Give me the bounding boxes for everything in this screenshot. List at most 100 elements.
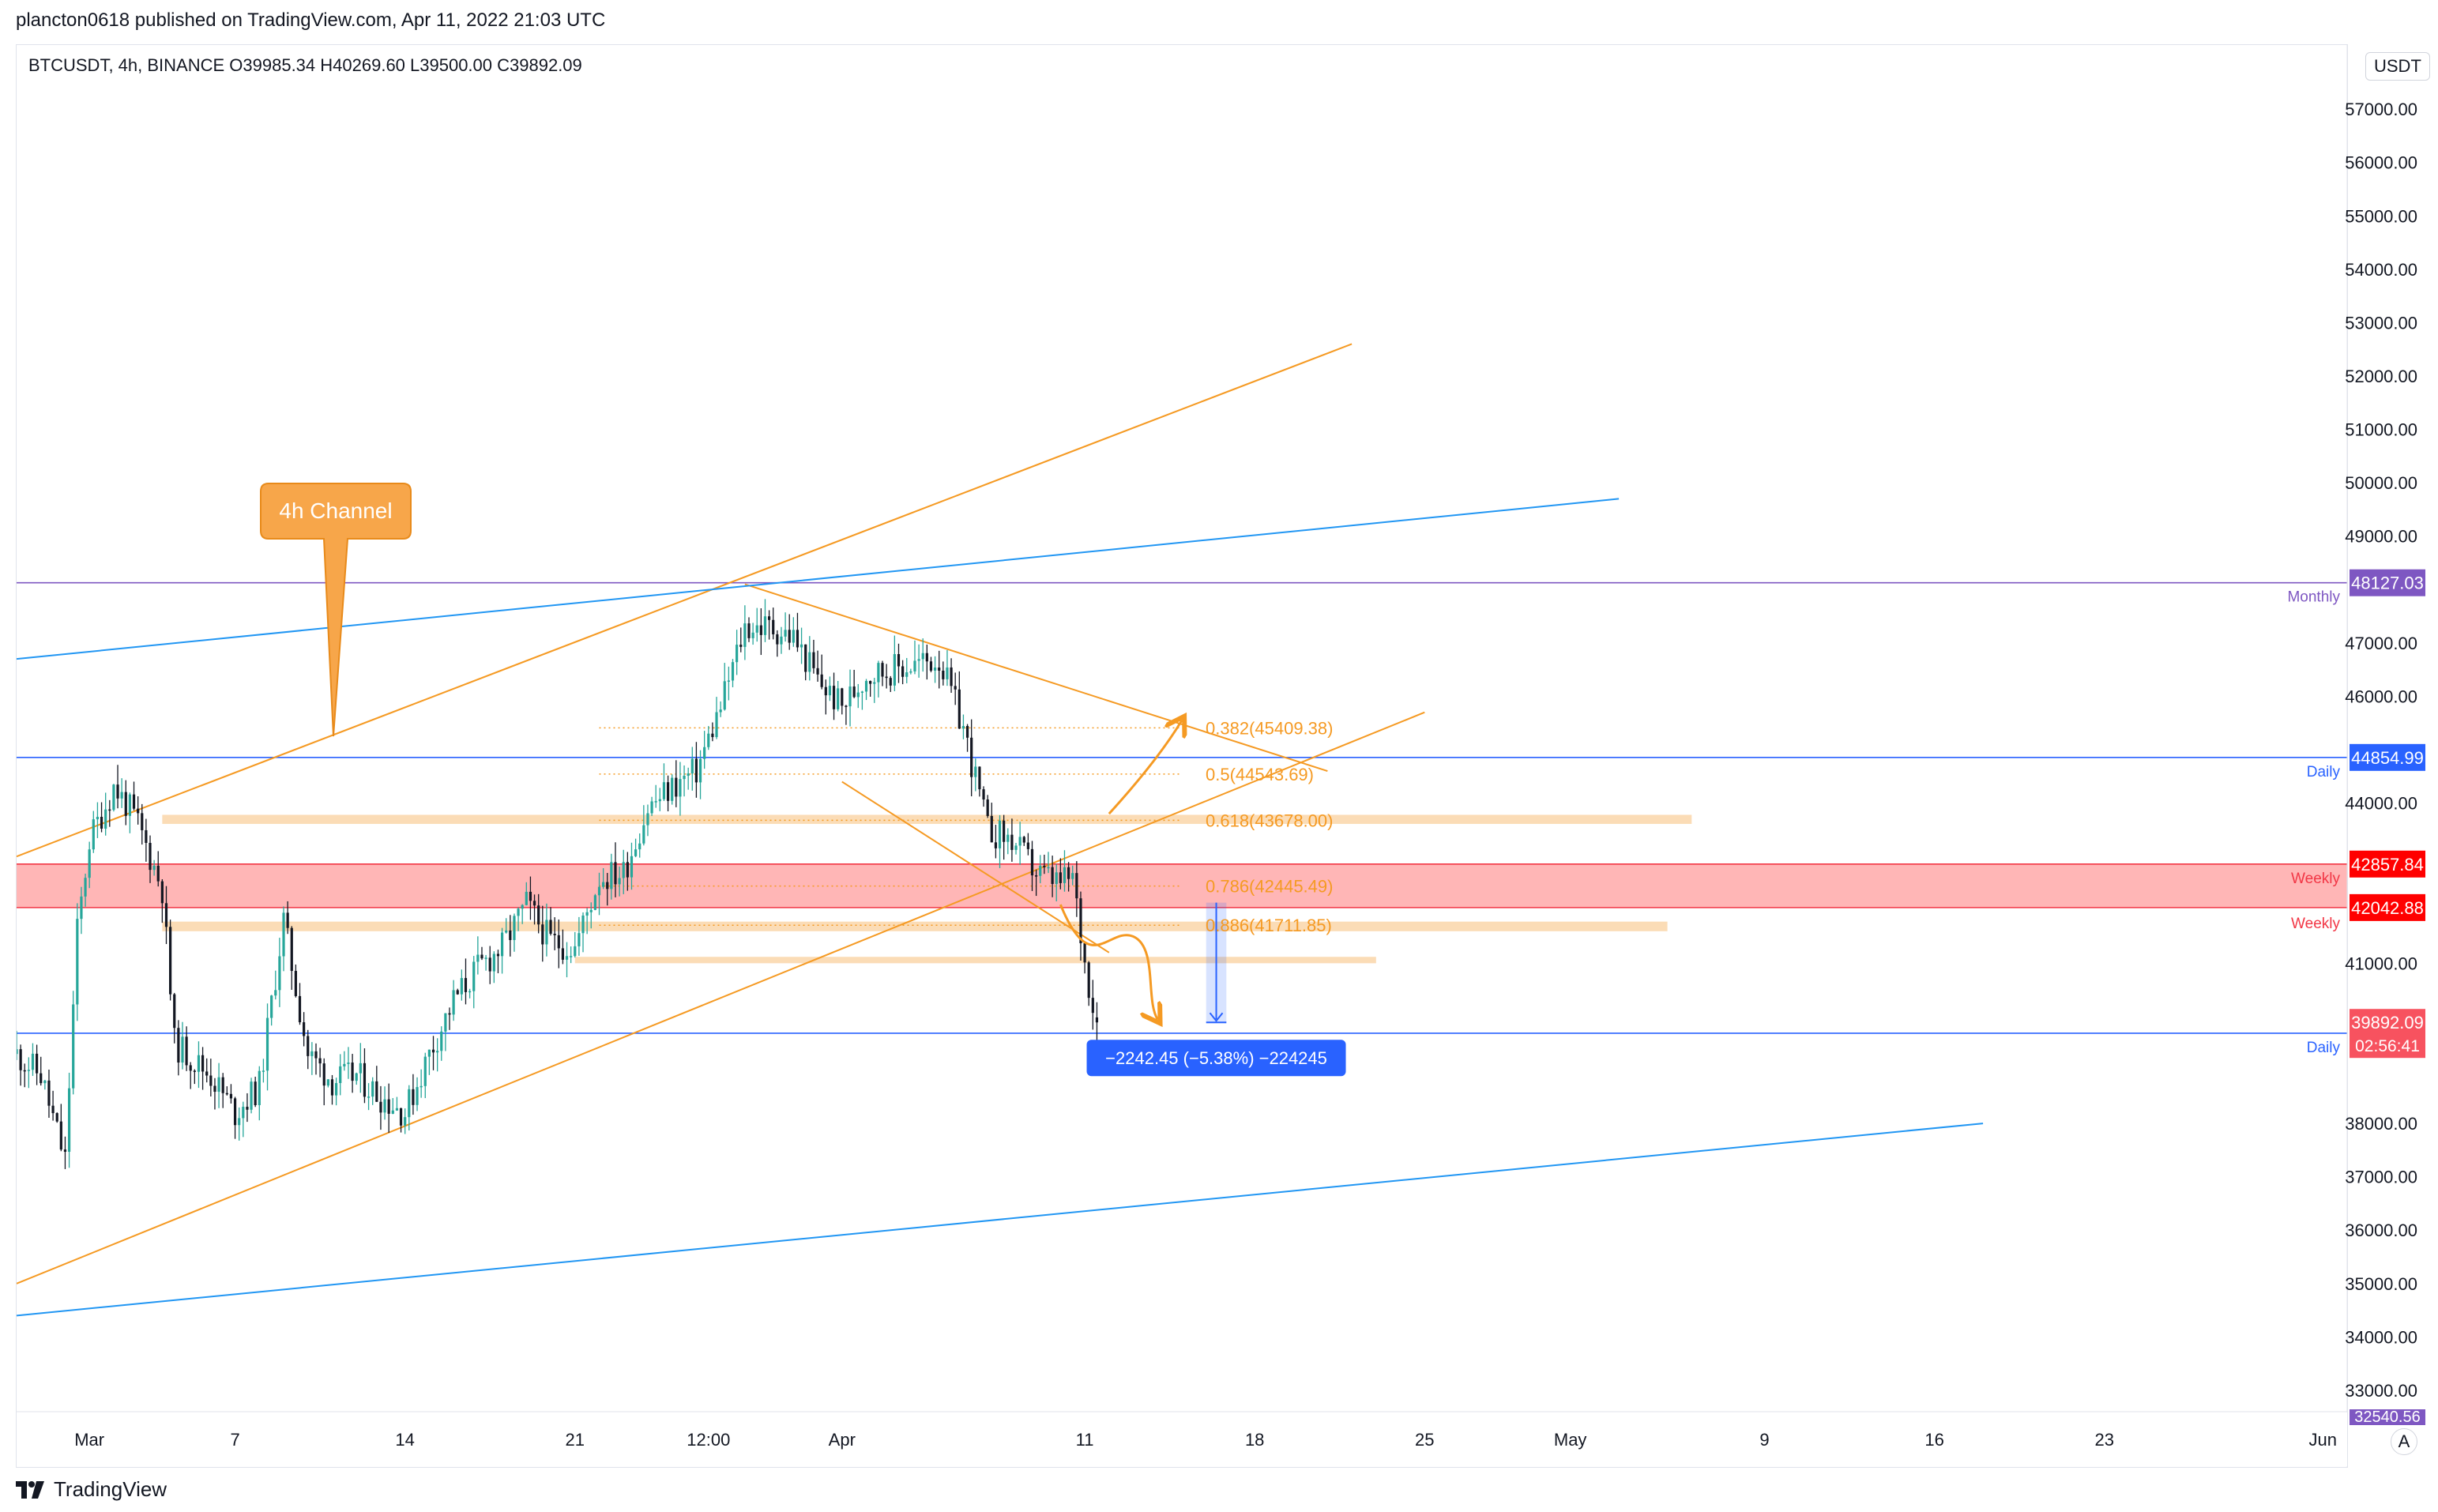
- tradingview-logo-icon: [16, 1480, 44, 1499]
- candle-body-142: [589, 909, 593, 912]
- level-price-bg-2: [2350, 850, 2425, 878]
- candle-body-139: [578, 933, 581, 946]
- x-tick-13: Jun: [2309, 1430, 2337, 1450]
- candle-body-78: [330, 1079, 334, 1096]
- bearish-projection-arrow: [1059, 904, 1157, 1019]
- candle-body-234: [961, 726, 965, 729]
- candle-body-198: [816, 668, 819, 675]
- candle-body-121: [505, 930, 508, 933]
- candle-body-92: [387, 1099, 390, 1114]
- candle-body-157: [650, 801, 653, 814]
- candle-body-11: [59, 1121, 62, 1150]
- candle-body-87: [367, 1096, 371, 1098]
- zone-1: [162, 814, 1692, 824]
- tradingview-logo[interactable]: TradingView: [16, 1477, 167, 1502]
- candle-body-148: [614, 862, 617, 885]
- candle-body-117: [488, 957, 491, 972]
- candle-body-66: [282, 912, 285, 957]
- candle-body-199: [820, 674, 823, 687]
- candle-body-238: [978, 766, 981, 790]
- candle-body-151: [626, 862, 629, 878]
- y-tick-5: 52000.00: [2345, 367, 2417, 386]
- zone-3: [574, 957, 1376, 964]
- candle-body-115: [480, 954, 483, 959]
- candle-body-110: [460, 978, 463, 995]
- level-price-bg-0: [2350, 569, 2425, 596]
- candle-body-174: [719, 709, 722, 713]
- candle-body-104: [436, 1051, 439, 1053]
- candle-body-107: [448, 1013, 451, 1015]
- candle-body-188: [776, 634, 779, 645]
- candle-body-249: [1022, 837, 1025, 843]
- published-line: plancton0618 published on TradingView.co…: [16, 9, 606, 31]
- candle-body-179: [739, 645, 743, 647]
- candle-body-213: [877, 663, 880, 683]
- candle-body-223: [917, 659, 920, 661]
- candle-body-68: [290, 927, 293, 972]
- currency-badge[interactable]: USDT: [2365, 52, 2430, 81]
- candle-body-64: [274, 990, 277, 996]
- candle-body-171: [707, 733, 710, 747]
- candle-body-167: [690, 758, 694, 774]
- candle-body-101: [423, 1056, 427, 1086]
- candle-body-245: [1006, 834, 1010, 842]
- candle-body-237: [974, 766, 977, 777]
- candle-body-57: [246, 1107, 249, 1110]
- channel-callout-bubble: [260, 483, 412, 737]
- candle-body-210: [864, 681, 868, 692]
- candle-body-45: [197, 1055, 201, 1072]
- candle-body-144: [597, 886, 601, 896]
- candle-body-261: [1071, 873, 1074, 879]
- x-tick-2: 14: [395, 1430, 414, 1450]
- candle-body-183: [755, 625, 758, 633]
- candle-body-28: [128, 794, 132, 816]
- x-tick-12: 23: [2094, 1430, 2113, 1450]
- candle-body-229: [942, 671, 945, 679]
- y-tick-3: 54000.00: [2345, 260, 2417, 280]
- candle-body-262: [1075, 873, 1078, 899]
- x-tick-7: 18: [1245, 1430, 1264, 1450]
- channel-lower-line: [17, 711, 1425, 1284]
- candle-body-143: [593, 895, 596, 910]
- y-tick-4: 53000.00: [2345, 313, 2417, 333]
- candle-body-218: [897, 654, 901, 667]
- level-note-3: Weekly: [2291, 916, 2340, 932]
- candle-body-47: [205, 1071, 209, 1076]
- candle-body-122: [509, 930, 512, 940]
- candle-body-69: [294, 971, 297, 996]
- wedge-lower-line: [841, 780, 1110, 953]
- candle-body-170: [703, 747, 706, 759]
- y-tick-10: 46000.00: [2345, 686, 2417, 706]
- candle-body-169: [698, 758, 702, 783]
- candle-body-76: [322, 1063, 325, 1086]
- candle-body-250: [1026, 842, 1029, 849]
- candle-body-34: [152, 865, 156, 871]
- level-note-1: Daily: [2307, 764, 2341, 780]
- fib-label-1: 0.5(44543.69): [1206, 765, 1314, 784]
- candle-body-175: [723, 681, 726, 710]
- candle-body-140: [581, 915, 585, 934]
- candle-body-195: [804, 644, 807, 672]
- candle-body-177: [731, 662, 735, 681]
- auto-scale-button[interactable]: A: [2391, 1428, 2417, 1455]
- channel-callout-text: 4h Channel: [279, 498, 392, 523]
- candle-body-105: [440, 1031, 443, 1051]
- candle-body-20: [96, 816, 100, 820]
- candle-body-267: [1095, 1017, 1099, 1023]
- measure-label: −2242.45 (−5.38%) −224245: [1105, 1048, 1327, 1068]
- candle-body-86: [363, 1063, 367, 1097]
- candle-body-221: [909, 671, 912, 673]
- candle-body-147: [610, 862, 613, 890]
- candle-body-4: [31, 1053, 35, 1070]
- candle-body-240: [986, 799, 989, 816]
- candle-body-127: [529, 891, 532, 901]
- candle-body-135: [561, 948, 565, 960]
- candle-body-53: [229, 1093, 233, 1099]
- candle-body-23: [108, 809, 111, 811]
- level-price-label-0: 48127.03: [2351, 574, 2424, 593]
- candle-body-184: [759, 625, 762, 635]
- candle-body-173: [715, 712, 718, 738]
- candle-body-42: [185, 1036, 188, 1066]
- candle-body-232: [954, 686, 957, 690]
